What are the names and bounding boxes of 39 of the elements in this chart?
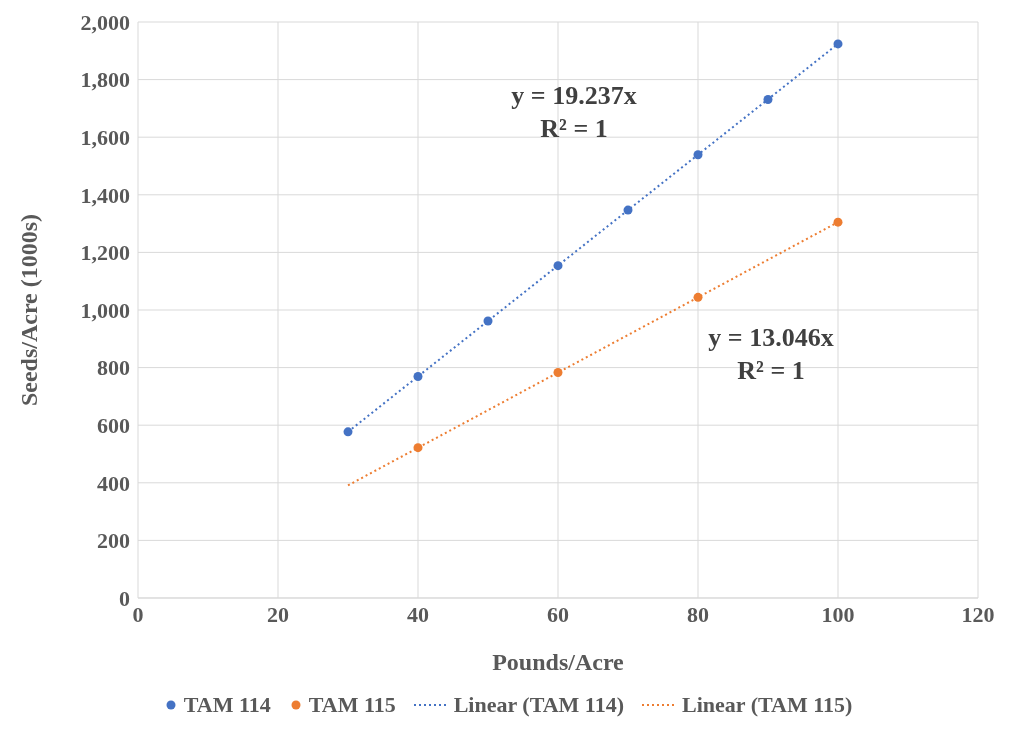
y-axis-title: Seeds/Acre (1000s) (15, 213, 42, 407)
annotation: y = 19.237x (511, 81, 637, 111)
x-tick-label: 20 (267, 601, 289, 627)
y-tick-label: 1,000 (80, 297, 130, 323)
legend-label: Linear (TAM 115) (681, 692, 853, 718)
point (413, 443, 423, 453)
point (763, 94, 773, 104)
x-tick-label: 100 (821, 601, 855, 627)
point (343, 427, 353, 437)
x-tick-label: 40 (407, 601, 429, 627)
point (623, 205, 633, 215)
point (413, 372, 423, 382)
point (483, 316, 493, 326)
y-tick-label: 1,800 (80, 67, 130, 93)
y-tick-label: 1,200 (80, 240, 130, 266)
y-tick-label: 800 (97, 355, 130, 381)
x-tick-label: 80 (687, 601, 709, 627)
annotation: R² = 1 (737, 356, 805, 386)
legend-label: Linear (TAM 114) (453, 692, 624, 718)
annotation: y = 13.046x (708, 323, 834, 353)
annotation: R² = 1 (540, 114, 608, 144)
y-tick-label: 1,400 (80, 182, 130, 208)
x-tick-label: 120 (961, 601, 995, 627)
x-axis-title: Pounds/Acre (492, 649, 625, 675)
y-tick-label: 0 (119, 585, 130, 611)
point (553, 368, 563, 377)
legend-label: TAM 114 (183, 692, 271, 718)
y-tick-label: 1,600 (80, 125, 130, 151)
y-tick-label: 200 (97, 528, 130, 554)
y-tick-label: 400 (97, 470, 130, 496)
y-tick-label: 600 (97, 413, 130, 439)
legend-label: TAM 115 (308, 692, 396, 718)
point (833, 217, 843, 227)
y-tick-label: 2,000 (80, 9, 130, 35)
x-tick-label: 60 (547, 601, 569, 627)
point (693, 292, 703, 302)
point (833, 39, 843, 49)
point (693, 150, 703, 160)
point (553, 261, 563, 271)
